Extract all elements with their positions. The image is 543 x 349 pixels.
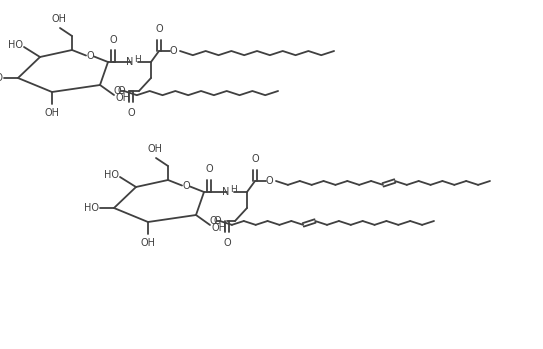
Text: O: O bbox=[182, 181, 190, 191]
Text: O: O bbox=[209, 216, 217, 226]
Text: H: H bbox=[230, 186, 237, 194]
Text: H: H bbox=[134, 55, 141, 65]
Text: HO: HO bbox=[104, 170, 119, 180]
Text: O: O bbox=[265, 176, 273, 186]
Text: OH: OH bbox=[148, 144, 162, 154]
Text: OH: OH bbox=[141, 238, 155, 248]
Text: O: O bbox=[113, 86, 121, 96]
Text: N: N bbox=[127, 57, 134, 67]
Text: O: O bbox=[251, 154, 259, 164]
Text: O: O bbox=[117, 86, 125, 96]
Text: O: O bbox=[109, 35, 117, 45]
Text: O: O bbox=[169, 46, 177, 56]
Text: O: O bbox=[155, 24, 163, 34]
Text: N: N bbox=[222, 187, 230, 197]
Text: OH: OH bbox=[45, 108, 60, 118]
Text: HO: HO bbox=[84, 203, 99, 213]
Text: OH: OH bbox=[211, 223, 226, 233]
Text: O: O bbox=[213, 216, 221, 226]
Text: OH: OH bbox=[115, 93, 130, 103]
Text: O: O bbox=[205, 164, 213, 174]
Text: O: O bbox=[127, 108, 135, 118]
Text: OH: OH bbox=[52, 14, 66, 24]
Text: O: O bbox=[223, 238, 231, 248]
Text: HO: HO bbox=[0, 73, 3, 83]
Text: HO: HO bbox=[8, 40, 23, 50]
Text: O: O bbox=[86, 51, 94, 61]
